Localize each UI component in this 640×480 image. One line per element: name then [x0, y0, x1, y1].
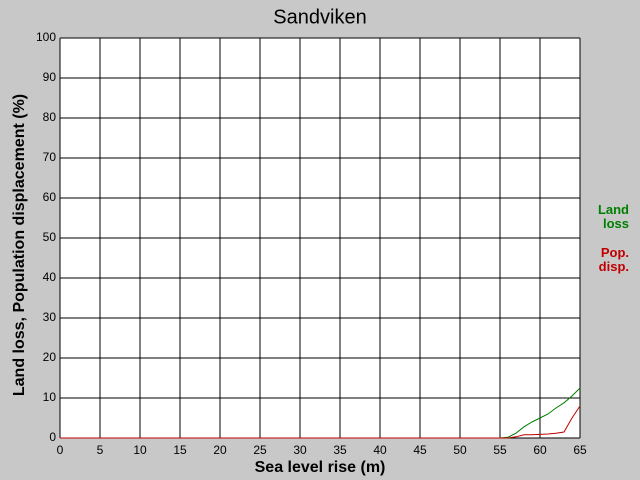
x-tick-label: 45 [413, 443, 427, 457]
x-tick-label: 25 [253, 443, 267, 457]
y-tick-label: 80 [43, 110, 57, 124]
x-tick-label: 0 [57, 443, 64, 457]
legend-entry: Pop. disp. [598, 245, 629, 274]
y-tick-label: 20 [43, 350, 57, 364]
x-tick-label: 5 [97, 443, 104, 457]
y-tick-label: 90 [43, 70, 57, 84]
y-tick-label: 30 [43, 310, 57, 324]
y-tick-label: 100 [36, 30, 56, 44]
y-tick-label: 70 [43, 150, 57, 164]
x-tick-label: 15 [173, 443, 187, 457]
x-axis-label: Sea level rise (m) [255, 459, 386, 476]
y-tick-label: 50 [43, 230, 57, 244]
x-tick-label: 20 [213, 443, 227, 457]
x-tick-label: 30 [293, 443, 307, 457]
x-tick-label: 35 [333, 443, 347, 457]
x-tick-label: 65 [573, 443, 587, 457]
legend-entry: Land loss [597, 202, 629, 231]
y-axis-label: Land loss, Population displacement (%) [11, 94, 28, 396]
x-tick-label: 50 [453, 443, 467, 457]
x-tick-label: 40 [373, 443, 387, 457]
y-tick-label: 10 [43, 390, 57, 404]
chart-title: Sandviken [273, 6, 366, 28]
y-tick-label: 60 [43, 190, 57, 204]
data-line [60, 387, 581, 439]
x-tick-label: 60 [533, 443, 547, 457]
x-tick-label: 55 [493, 443, 507, 457]
y-tick-label: 0 [49, 430, 56, 444]
y-tick-label: 40 [43, 270, 57, 284]
x-tick-label: 10 [133, 443, 147, 457]
data-line [60, 405, 581, 439]
